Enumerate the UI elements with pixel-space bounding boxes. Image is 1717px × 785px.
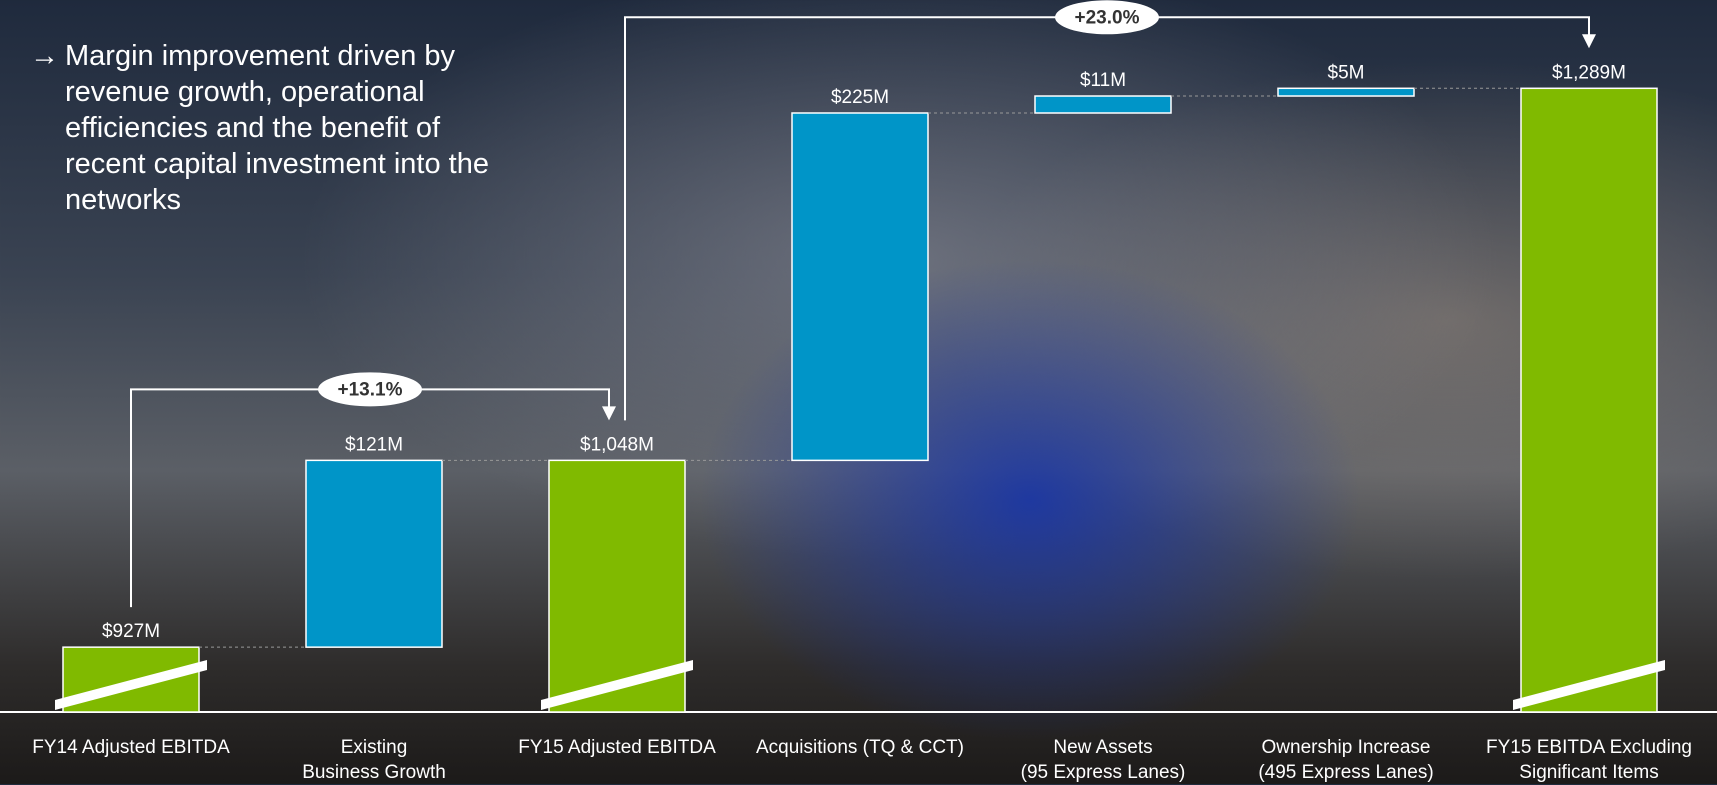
x-tick-label: FY15 EBITDA Excluding Significant Items (1486, 737, 1692, 783)
value-label: $927M (102, 621, 160, 642)
value-label: $5M (1328, 62, 1365, 83)
note: → Margin improvement driven by revenue g… (30, 38, 500, 218)
value-label: $1,048M (580, 434, 654, 455)
value-label: $225M (831, 87, 889, 108)
x-tick-label: FY15 Adjusted EBITDA (518, 737, 716, 758)
x-tick-label: New Assets (95 Express Lanes) (1020, 737, 1186, 783)
note-bullet: → (30, 40, 59, 72)
bar (1034, 95, 1172, 114)
bar (1520, 87, 1658, 713)
axis-break (55, 660, 207, 710)
note-text: Margin improvement driven by revenue gro… (65, 40, 489, 216)
bracket-arrow (1582, 34, 1596, 49)
annotation: +13.1% (338, 379, 403, 400)
axis-break (1513, 660, 1665, 710)
value-label: $121M (345, 434, 403, 455)
value-label: $11M (1080, 70, 1126, 91)
annotation: +23.0% (1075, 7, 1140, 28)
x-tick-label: Existing Business Growth (302, 737, 446, 783)
x-tick-label: Acquisitions (TQ & CCT) (756, 737, 964, 758)
value-label: $1,289M (1552, 62, 1626, 83)
axis-break (541, 660, 693, 710)
annotation-badge (318, 372, 422, 407)
bar (305, 459, 443, 648)
bracket-arrow (602, 406, 616, 421)
bar (1277, 87, 1415, 97)
x-tick-label: FY14 Adjusted EBITDA (32, 737, 230, 758)
bar (791, 112, 929, 462)
x-tick-label: Ownership Increase (495 Express Lanes) (1258, 737, 1434, 783)
annotation-badge (1055, 0, 1159, 35)
